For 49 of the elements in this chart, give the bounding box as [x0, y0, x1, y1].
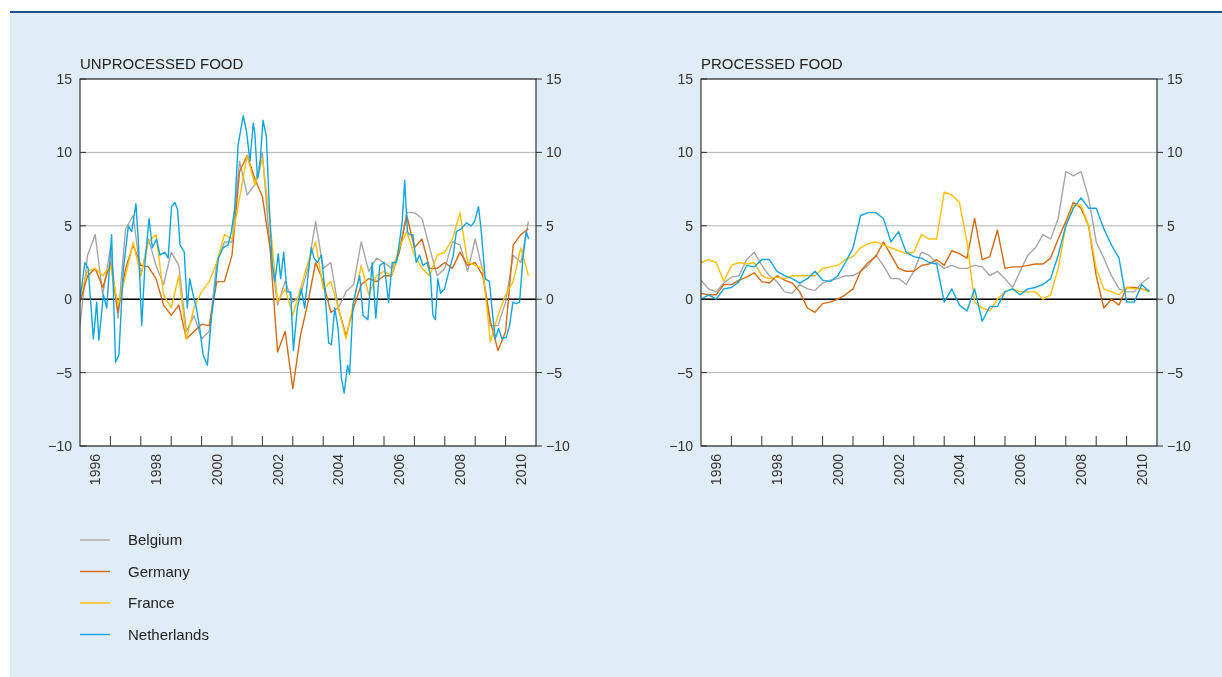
y-tick-label: 15: [56, 70, 73, 87]
legend-label: Germany: [128, 562, 191, 580]
y-tick-label: 15: [677, 70, 694, 87]
y2-tick-label: 5: [546, 217, 554, 234]
y-tick-label: −5: [677, 364, 694, 381]
x-tick-label: 2000: [208, 453, 225, 486]
x-tick-label: 2004: [951, 453, 968, 486]
y-tick-label: −10: [669, 437, 694, 454]
y2-tick-label: 10: [1167, 144, 1183, 161]
x-tick-label: 1998: [147, 453, 164, 486]
legend-label: France: [128, 594, 175, 612]
x-tick-label: 1998: [768, 453, 785, 486]
y2-tick-label: −10: [1167, 437, 1191, 454]
x-tick-label: 1996: [708, 453, 725, 486]
y2-tick-label: −5: [1167, 364, 1184, 381]
x-tick-label: 1996: [87, 453, 104, 486]
line-series: [80, 154, 530, 390]
chart-title: PROCESSED FOOD: [701, 55, 843, 72]
y-tick-label: 5: [64, 217, 73, 234]
x-tick-label: 2002: [890, 453, 907, 486]
x-tick-label: 2006: [1012, 453, 1029, 486]
x-tick-label: 2010: [1133, 453, 1150, 486]
x-tick-label: 2002: [269, 453, 286, 486]
y-tick-label: 0: [685, 291, 694, 308]
y-tick-label: 5: [685, 217, 694, 234]
y-tick-label: 0: [64, 291, 73, 308]
x-tick-label: 2008: [1072, 453, 1089, 486]
y-tick-label: −10: [48, 437, 73, 454]
legend-label: Netherlands: [128, 625, 209, 643]
y2-tick-label: 0: [1167, 291, 1175, 308]
line-series: [80, 115, 530, 394]
y2-tick-label: 10: [546, 144, 562, 161]
chart-title: UNPROCESSED FOOD: [80, 55, 244, 72]
y2-tick-label: 5: [1167, 217, 1175, 234]
y2-tick-label: 15: [546, 70, 562, 87]
y-tick-label: 10: [677, 144, 694, 161]
y2-tick-label: 0: [546, 291, 554, 308]
y2-tick-label: 15: [1167, 70, 1183, 87]
y-tick-label: 10: [56, 144, 73, 161]
x-tick-label: 2010: [512, 453, 529, 486]
y-tick-label: −5: [56, 364, 73, 381]
y2-tick-label: −5: [546, 364, 563, 381]
x-tick-label: 2006: [391, 453, 408, 486]
legend-label: Belgium: [128, 531, 183, 549]
x-tick-label: 2000: [829, 453, 846, 486]
x-tick-label: 2008: [451, 453, 468, 486]
line-series: [701, 170, 1151, 295]
y2-tick-label: −10: [546, 437, 570, 454]
x-tick-label: 2004: [330, 453, 347, 486]
